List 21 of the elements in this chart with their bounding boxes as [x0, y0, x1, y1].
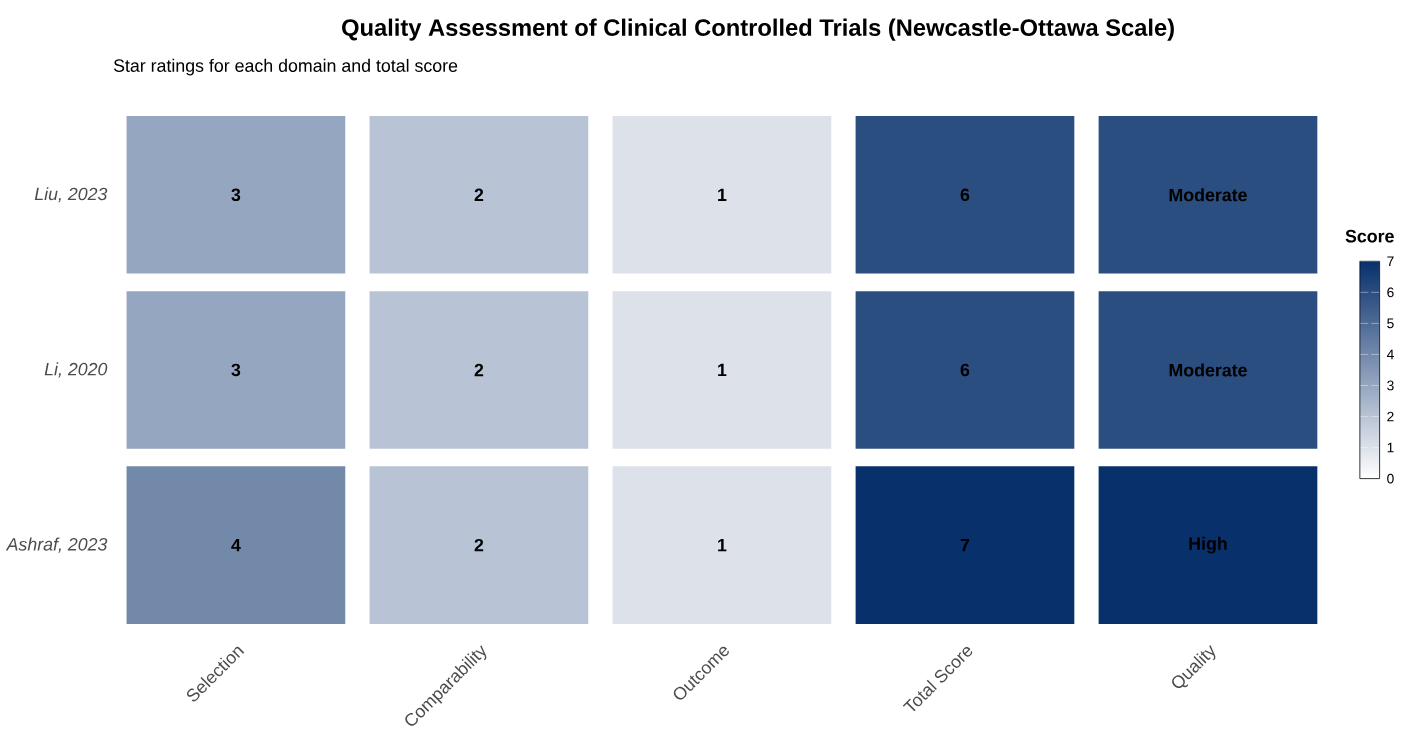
data-label: Moderate — [1169, 187, 1247, 201]
data-label: 6 — [960, 363, 970, 376]
data-label: 1 — [718, 363, 727, 376]
data-label: 6 — [960, 188, 970, 201]
y-tick-label: Liu, 2023 — [34, 186, 108, 202]
data-label: 2 — [474, 188, 484, 201]
data-label: 3 — [231, 188, 241, 201]
data-label: 1 — [718, 188, 727, 201]
chart-subtitle: Star ratings for each domain and total score — [113, 58, 458, 76]
data-label: Moderate — [1169, 363, 1247, 377]
chart-title: Quality Assessment of Clinical Controlled Trials (Newcastle-Ottawa Scale) — [342, 18, 1174, 41]
color-bar-title: Score — [1345, 229, 1394, 243]
data-label: 4 — [231, 538, 241, 551]
data-label: 3 — [231, 363, 241, 376]
data-label: 7 — [960, 538, 970, 551]
data-label: 2 — [474, 538, 484, 551]
y-tick-label: Ashraf, 2023 — [5, 537, 108, 553]
y-tick-label: Li, 2020 — [44, 361, 108, 378]
data-label: 1 — [718, 538, 727, 551]
data-label: 2 — [474, 363, 484, 376]
data-label: High — [1189, 536, 1227, 554]
